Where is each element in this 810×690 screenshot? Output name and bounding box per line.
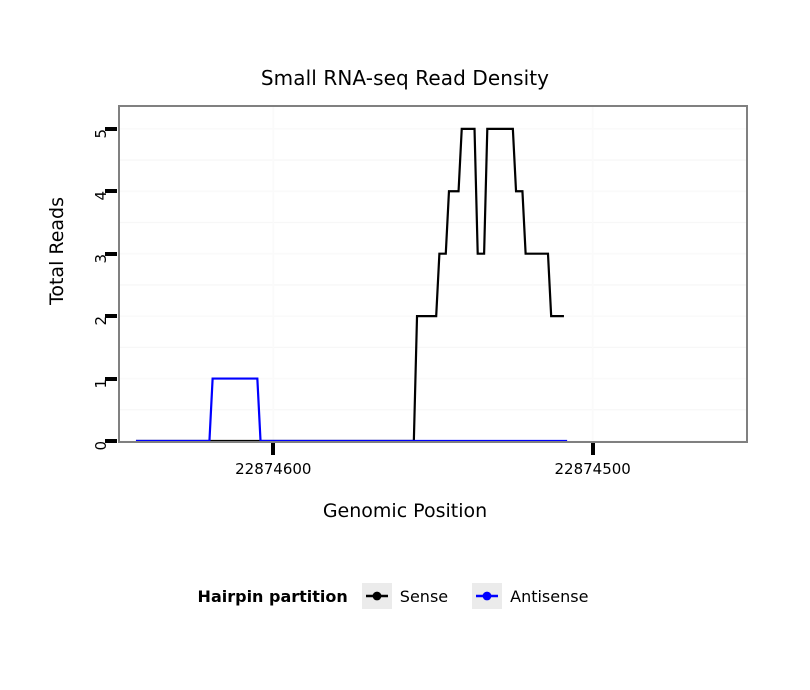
x-tick-label: 22874500 bbox=[554, 460, 631, 478]
y-axis-label: Total Reads bbox=[46, 196, 68, 306]
plot-svg bbox=[120, 107, 746, 441]
legend-label: Sense bbox=[399, 586, 449, 606]
y-tick-mark bbox=[105, 376, 117, 381]
y-tick-mark bbox=[105, 126, 117, 131]
x-tick-label: 22874600 bbox=[235, 460, 312, 478]
gridlines bbox=[120, 107, 746, 441]
y-tick-label: 4 bbox=[92, 191, 110, 201]
legend: Hairpin partition Sense Antisense bbox=[0, 583, 810, 609]
legend-title: Hairpin partition bbox=[197, 586, 348, 606]
legend-items: Sense Antisense bbox=[361, 583, 613, 609]
x-tick-mark bbox=[271, 443, 276, 455]
legend-item-antisense[interactable]: Antisense bbox=[472, 583, 602, 609]
y-tick-mark bbox=[105, 314, 117, 319]
y-tick-mark bbox=[105, 439, 117, 443]
y-tick-label: 0 bbox=[92, 441, 110, 451]
y-tick-label: 2 bbox=[92, 316, 110, 326]
legend-key-icon bbox=[361, 583, 392, 609]
y-tick-mark bbox=[105, 251, 117, 256]
y-tick-label: 3 bbox=[92, 253, 110, 264]
y-tick-label: 1 bbox=[92, 378, 110, 389]
legend-label: Antisense bbox=[510, 586, 589, 606]
legend-key-icon bbox=[472, 583, 503, 609]
series-line-sense bbox=[135, 127, 564, 441]
series-line-antisense bbox=[135, 377, 568, 441]
y-tick-mark bbox=[105, 189, 117, 194]
chart-title: Small RNA-seq Read Density bbox=[260, 66, 550, 90]
plot-area bbox=[118, 105, 748, 443]
y-tick-label: 5 bbox=[92, 128, 110, 139]
x-axis-label: Genomic Position bbox=[322, 500, 488, 522]
x-tick-mark bbox=[590, 443, 595, 455]
legend-item-sense[interactable]: Sense bbox=[361, 583, 462, 609]
